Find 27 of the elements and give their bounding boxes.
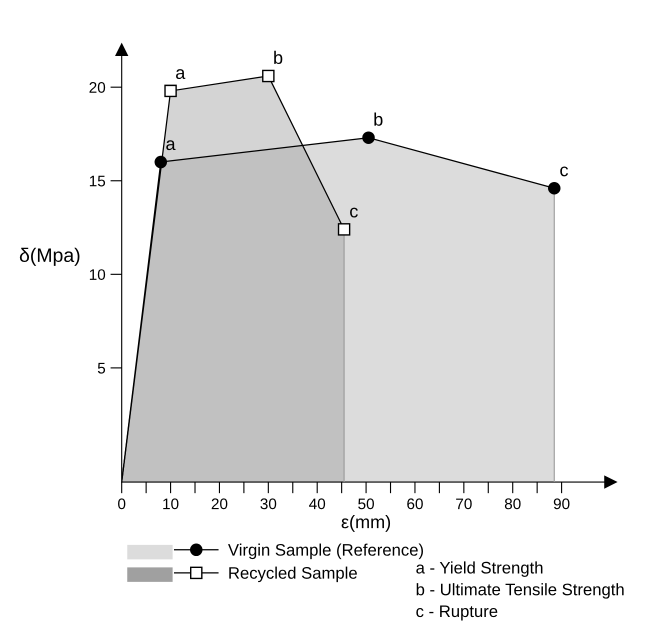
x-tick-label: 60 — [407, 498, 423, 510]
y-tick-label: 15 — [90, 176, 106, 186]
x-tick-label: 90 — [554, 498, 570, 510]
text: b - Ultimate Tensile Strength — [416, 583, 624, 599]
x-tick-label: 0 — [118, 498, 126, 510]
text: a - Yield Strength — [416, 561, 542, 577]
y-tick-label: 5 — [98, 362, 106, 374]
text: c - Rupture — [416, 606, 498, 620]
annotation: b — [374, 112, 383, 126]
x-tick-label: 40 — [309, 498, 326, 510]
legend-label: Recycled Sample — [229, 566, 357, 582]
x-tick-label: 30 — [260, 498, 276, 510]
x-tick-label: 20 — [212, 498, 228, 510]
annotation: c — [560, 166, 568, 176]
legend-label: Virgin Sample (Reference) — [228, 544, 423, 560]
x-tick-label: 70 — [456, 498, 472, 510]
x-tick-label: 50 — [358, 498, 374, 510]
annotation: b — [274, 50, 282, 64]
annotation: c — [350, 208, 358, 218]
y-tick-label: 20 — [90, 82, 106, 93]
x-tick-label: 80 — [504, 498, 521, 510]
annotation: a — [166, 140, 176, 150]
x-tick-label: 10 — [163, 498, 178, 510]
y-tick-label: 10 — [90, 269, 106, 280]
y-axis-title: δ(Mpa) — [20, 248, 80, 266]
x-axis-title: ε(mm) — [342, 515, 390, 532]
annotation: a — [176, 69, 186, 80]
